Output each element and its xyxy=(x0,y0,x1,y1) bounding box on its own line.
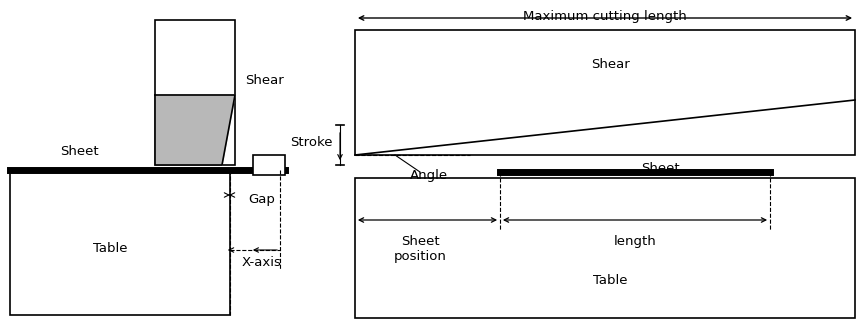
Text: Gap: Gap xyxy=(248,194,275,207)
Text: Stroke: Stroke xyxy=(290,135,333,149)
Text: Maximum cutting length: Maximum cutting length xyxy=(523,10,687,23)
Text: Table: Table xyxy=(593,274,627,286)
Polygon shape xyxy=(155,95,235,165)
Text: Sheet: Sheet xyxy=(641,162,680,175)
Bar xyxy=(253,155,285,175)
Bar xyxy=(10,170,230,315)
Bar xyxy=(355,178,855,318)
Text: Shear: Shear xyxy=(590,58,629,72)
Bar xyxy=(355,30,855,155)
Bar xyxy=(155,20,235,165)
Text: X-axis: X-axis xyxy=(242,256,282,269)
Text: Table: Table xyxy=(93,241,127,255)
Text: Sheet
position: Sheet position xyxy=(394,235,447,263)
Text: Sheet: Sheet xyxy=(60,145,99,158)
Text: Shear: Shear xyxy=(245,73,284,87)
Text: Angle: Angle xyxy=(410,169,448,181)
Text: length: length xyxy=(614,235,656,248)
